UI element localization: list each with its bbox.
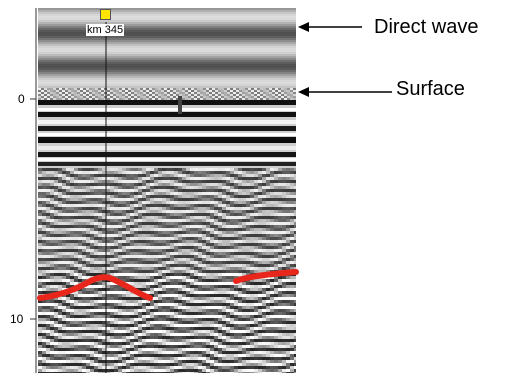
axis-tick-label-0: 0 [18,92,25,106]
surface-arrow [298,87,392,97]
marker-handle-icon[interactable] [100,9,111,20]
marker-label: km 345 [86,24,125,36]
direct-wave-annotation: Direct wave [374,16,479,38]
surface-annotation: Surface [396,78,465,100]
reflector-pick-1 [37,274,153,301]
axis-tick-label-10: 10 [10,312,24,326]
reflector-pick-2 [233,269,299,284]
direct-wave-arrow [298,22,362,32]
